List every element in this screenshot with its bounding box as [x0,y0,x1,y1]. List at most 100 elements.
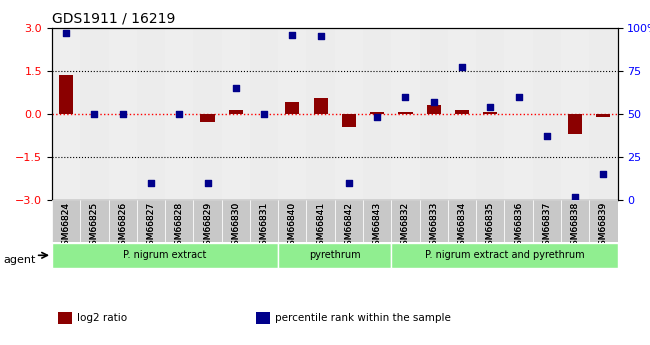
FancyBboxPatch shape [250,200,278,242]
Bar [590,28,618,200]
Bar [229,110,243,114]
Text: GSM66841: GSM66841 [316,202,325,251]
FancyBboxPatch shape [81,200,109,242]
Text: GSM66826: GSM66826 [118,202,127,251]
FancyBboxPatch shape [504,200,533,242]
Text: GSM66828: GSM66828 [175,202,184,251]
Text: GSM66825: GSM66825 [90,202,99,251]
Text: GSM66842: GSM66842 [344,202,354,251]
Point [598,171,608,177]
Text: P. nigrum extract: P. nigrum extract [124,250,207,260]
FancyBboxPatch shape [307,200,335,242]
FancyBboxPatch shape [476,200,504,242]
Bar [278,28,307,200]
Point [287,32,298,37]
FancyBboxPatch shape [194,200,222,242]
Text: GSM66826: GSM66826 [118,202,127,251]
Bar [596,114,610,117]
Bar [335,28,363,200]
FancyBboxPatch shape [420,200,448,242]
Bar [420,28,448,200]
Point [89,111,99,117]
Point [400,94,411,99]
FancyBboxPatch shape [136,200,165,242]
Point [514,94,524,99]
Bar [342,114,356,127]
Text: GSM66843: GSM66843 [372,202,382,251]
Point [570,194,580,199]
Point [61,30,72,36]
Text: GSM66829: GSM66829 [203,202,212,251]
Text: GSM66837: GSM66837 [542,202,551,252]
Text: GSM66840: GSM66840 [288,202,297,251]
Text: pyrethrum: pyrethrum [309,250,361,260]
Bar [81,28,109,200]
Bar [504,28,533,200]
Text: GSM66824: GSM66824 [62,202,71,251]
Text: GSM66829: GSM66829 [203,202,212,251]
Point [344,180,354,186]
FancyBboxPatch shape [52,200,81,242]
Text: GSM66834: GSM66834 [458,202,467,251]
Bar [363,28,391,200]
FancyBboxPatch shape [448,200,476,242]
Text: GSM66836: GSM66836 [514,202,523,252]
Text: GSM66839: GSM66839 [599,202,608,252]
Bar [307,28,335,200]
Text: GSM66837: GSM66837 [542,202,551,252]
Bar [58,312,72,324]
Text: GSM66830: GSM66830 [231,202,240,252]
Bar [561,28,590,200]
Text: log2 ratio: log2 ratio [77,314,127,323]
FancyBboxPatch shape [590,200,618,242]
Bar [568,114,582,134]
Text: GSM66831: GSM66831 [259,202,268,252]
Text: GDS1911 / 16219: GDS1911 / 16219 [52,11,176,25]
FancyBboxPatch shape [533,200,561,242]
Bar [59,75,73,114]
Text: GSM66838: GSM66838 [571,202,580,252]
Text: GSM66833: GSM66833 [429,202,438,252]
FancyBboxPatch shape [391,200,420,242]
Point [315,33,326,39]
Bar [194,28,222,200]
Point [428,99,439,105]
Bar [109,28,137,200]
Point [457,65,467,70]
Text: GSM66838: GSM66838 [571,202,580,252]
FancyBboxPatch shape [278,200,307,242]
Point [541,134,552,139]
Bar [313,98,328,114]
Bar [448,28,476,200]
FancyBboxPatch shape [52,243,278,268]
FancyBboxPatch shape [561,200,590,242]
Bar [391,28,420,200]
Point [259,111,269,117]
Bar [250,28,278,200]
Text: GSM66843: GSM66843 [372,202,382,251]
FancyBboxPatch shape [335,200,363,242]
Text: GSM66833: GSM66833 [429,202,438,252]
Text: GSM66836: GSM66836 [514,202,523,252]
Text: GSM66839: GSM66839 [599,202,608,252]
Point [372,115,382,120]
Bar [426,105,441,114]
Text: GSM66827: GSM66827 [146,202,155,251]
Text: percentile rank within the sample: percentile rank within the sample [276,314,451,323]
Point [202,180,213,186]
Text: GSM66830: GSM66830 [231,202,240,252]
Text: GSM66834: GSM66834 [458,202,467,251]
Point [485,104,495,110]
Text: GSM66825: GSM66825 [90,202,99,251]
Bar [165,28,194,200]
Text: agent: agent [3,256,36,265]
Text: GSM66824: GSM66824 [62,202,71,251]
Bar [255,312,270,324]
Text: GSM66832: GSM66832 [401,202,410,251]
FancyBboxPatch shape [222,200,250,242]
Point [146,180,156,186]
FancyBboxPatch shape [363,200,391,242]
FancyBboxPatch shape [391,243,618,268]
FancyBboxPatch shape [165,200,194,242]
FancyBboxPatch shape [278,243,391,268]
